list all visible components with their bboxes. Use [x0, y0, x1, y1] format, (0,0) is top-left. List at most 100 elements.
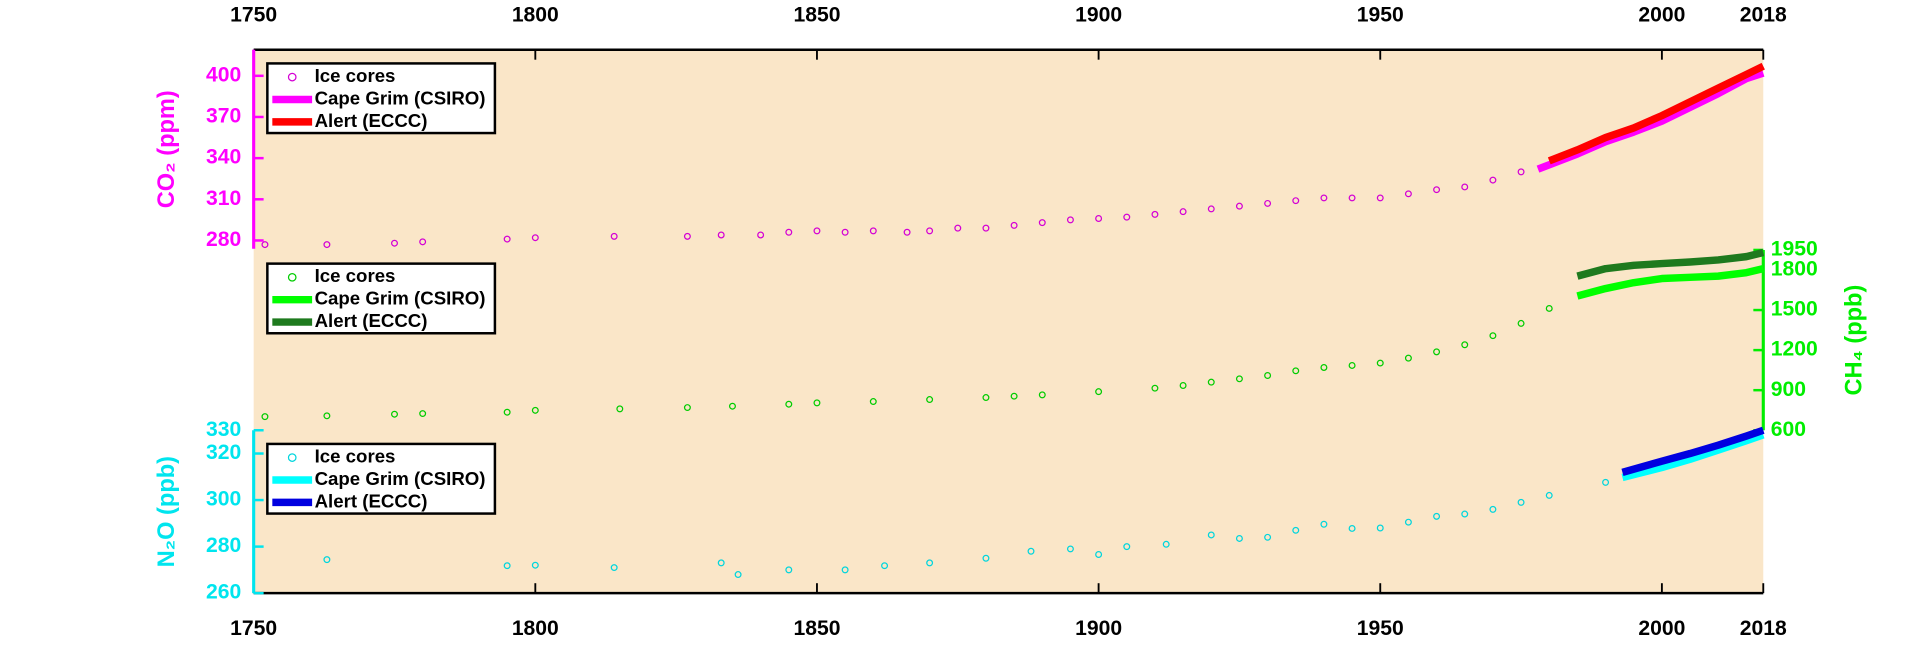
ice-core-point: [1461, 183, 1469, 191]
x-tick-label: 2018: [1740, 4, 1787, 27]
ice-core-point: [1404, 518, 1412, 526]
x-tick-label: 1850: [793, 617, 840, 640]
ice-core-point: [1027, 547, 1035, 555]
ice-core-point: [1066, 545, 1074, 553]
legend-label: Alert (ECCC): [315, 310, 428, 331]
ice-core-point: [503, 408, 511, 416]
x-tick-label: 1900: [1075, 617, 1122, 640]
ice-core-point: [323, 412, 331, 420]
y-axis-label: CO₂ (ppm): [154, 90, 180, 208]
ice-core-point: [323, 556, 331, 564]
ice-core-point: [1348, 194, 1356, 202]
series-line: [1621, 426, 1765, 476]
x-tick-label: 1950: [1357, 4, 1404, 27]
ice-core-point: [503, 235, 511, 243]
ice-core-point: [903, 228, 911, 236]
y-tick-label: 330: [206, 418, 241, 441]
y-tick-label: 370: [206, 105, 241, 128]
legend-label: Alert (ECCC): [315, 490, 428, 511]
ice-core-point: [728, 402, 736, 410]
ice-core-point: [531, 234, 539, 242]
ice-core-point: [1123, 543, 1131, 551]
ice-core-point: [1489, 176, 1497, 184]
ice-core-point: [785, 566, 793, 574]
x-tick-label: 1750: [230, 617, 277, 640]
ice-core-point: [1207, 531, 1215, 539]
ice-core-point: [813, 227, 821, 235]
ice-core-point: [1235, 534, 1243, 542]
ice-core-point: [841, 228, 849, 236]
x-tick-label: 1800: [512, 4, 559, 27]
ice-core-point: [1489, 332, 1497, 340]
x-tick-label: 1900: [1075, 4, 1122, 27]
ice-core-point: [1376, 524, 1384, 532]
ice-core-point: [813, 399, 821, 407]
ice-core-point: [1095, 215, 1103, 222]
ice-core-point: [785, 228, 793, 236]
ice-core-point: [610, 564, 618, 572]
legend-marker: [287, 453, 297, 462]
y-tick-label: 600: [1771, 418, 1806, 441]
y-axis-label: N₂O (ppb): [154, 456, 180, 567]
y-tick-label: 300: [206, 488, 241, 511]
ice-core-point: [1348, 361, 1356, 369]
ice-core-point: [1517, 168, 1525, 176]
y-tick-label: 280: [206, 534, 241, 557]
y-tick-label: 900: [1771, 378, 1806, 401]
ice-core-point: [1461, 341, 1469, 349]
series-line: [1547, 62, 1765, 165]
ice-core-point: [1123, 213, 1131, 221]
ice-core-point: [954, 224, 962, 232]
legend-label: Cape Grim (CSIRO): [315, 468, 486, 489]
ice-core-point: [982, 224, 990, 232]
y-tick-label: 280: [206, 228, 241, 251]
ice-core-point: [1517, 319, 1525, 327]
legend-label: Ice cores: [315, 265, 396, 286]
ice-core-point: [926, 559, 934, 567]
ice-core-point: [1320, 194, 1328, 202]
ice-core-point: [1207, 378, 1215, 386]
ice-core-point: [1376, 194, 1384, 202]
ice-core-point: [1179, 208, 1187, 216]
ice-core-point: [1292, 197, 1300, 205]
legend-marker: [287, 272, 297, 282]
ice-core-point: [785, 400, 793, 408]
ice-core-point: [1292, 367, 1300, 375]
ice-core-point: [1038, 391, 1046, 399]
ice-core-point: [1264, 372, 1272, 379]
ice-core-point: [261, 241, 269, 249]
legend-label: Alert (ECCC): [315, 110, 428, 131]
ice-core-point: [391, 239, 398, 247]
ice-core-point: [1235, 202, 1243, 210]
legend-label: Ice cores: [315, 446, 396, 467]
y-tick-label: 260: [206, 581, 241, 604]
ice-core-point: [869, 227, 877, 235]
ice-core-point: [1433, 512, 1441, 520]
series-line: [1576, 265, 1765, 300]
ice-core-point: [1517, 498, 1525, 506]
ice-core-point: [419, 238, 427, 246]
legend-label: Cape Grim (CSIRO): [315, 288, 486, 309]
series-line: [1576, 248, 1765, 280]
ice-core-point: [734, 571, 742, 579]
y-tick-label: 1800: [1771, 258, 1818, 281]
ice-core-point: [1320, 363, 1328, 371]
y-tick-label: 310: [206, 187, 241, 210]
ice-core-point: [610, 232, 618, 240]
ice-core-point: [1264, 199, 1272, 207]
y-tick-label: 400: [206, 63, 241, 86]
ice-core-point: [1207, 205, 1215, 213]
legend-label: Cape Grim (CSIRO): [315, 87, 486, 108]
y-tick-label: 1950: [1771, 238, 1818, 261]
chart-root: 1750 1800 1850 1900 1950 2000 2018 280 310 340 370…: [154, 4, 1867, 640]
series-line: [1536, 69, 1765, 173]
x-tick-label: 1800: [512, 617, 559, 640]
ice-core-point: [982, 554, 990, 562]
ice-core-point: [757, 231, 765, 239]
ice-core-point: [531, 406, 539, 414]
ice-core-point: [1095, 551, 1103, 559]
x-tick-label: 1950: [1357, 617, 1404, 640]
ice-core-point: [982, 394, 990, 402]
y-tick-label: 340: [206, 146, 241, 169]
